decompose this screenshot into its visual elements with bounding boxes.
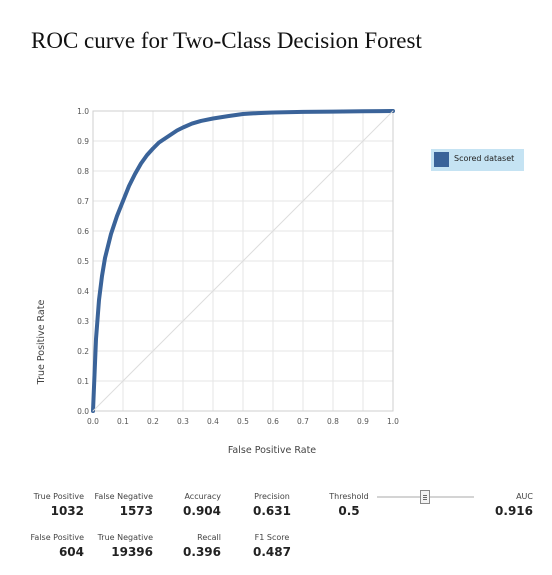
y-axis-title: True Positive Rate xyxy=(36,300,47,386)
metric-true-positive: True Positive 1032 xyxy=(34,492,84,518)
metric-precision: Precision 0.631 xyxy=(248,492,296,518)
metric-true-negative: True Negative 19396 xyxy=(98,533,153,559)
threshold-slider-thumb[interactable] xyxy=(420,490,430,504)
axis-ticks: 0.0 0.1 0.2 0.3 0.4 0.5 0.6 0.7 0.8 0.9 1.0 0.0 0.1 0… xyxy=(77,107,399,426)
metric-label: False Negative xyxy=(94,492,153,501)
y-tick-label: 0.9 xyxy=(77,137,89,146)
x-tick-label: 1.0 xyxy=(387,417,399,426)
metric-value: 0.904 xyxy=(183,504,221,518)
metric-value: 0.396 xyxy=(183,545,221,559)
metric-value: 0.916 xyxy=(495,504,533,518)
metric-label: AUC xyxy=(516,492,533,501)
metric-label: Accuracy xyxy=(184,492,221,501)
metric-value: 0.5 xyxy=(338,504,360,518)
metric-label: F1 Score xyxy=(254,533,290,542)
metric-label: False Positive xyxy=(30,533,84,542)
metric-label: Threshold xyxy=(329,492,369,501)
y-tick-label: 0.1 xyxy=(77,377,89,386)
metric-value: 604 xyxy=(58,545,84,559)
plot-area-border xyxy=(92,110,394,412)
x-axis-title: False Positive Rate xyxy=(228,445,316,456)
legend[interactable]: Scored dataset xyxy=(431,149,524,171)
x-tick-label: 0.9 xyxy=(357,417,369,426)
legend-swatch xyxy=(434,152,449,167)
chart-title: ROC curve for Two-Class Decision Forest xyxy=(31,28,422,53)
roc-curve-line xyxy=(91,109,395,413)
y-tick-label: 0.4 xyxy=(77,287,89,296)
y-tick-label: 0.6 xyxy=(77,227,89,236)
x-tick-label: 0.2 xyxy=(147,417,159,426)
slider-grip-line xyxy=(423,495,427,496)
series-layer xyxy=(91,109,395,413)
x-tick-label: 0.0 xyxy=(87,417,99,426)
x-tick-label: 0.4 xyxy=(207,417,219,426)
legend-label: Scored dataset xyxy=(454,154,515,163)
metric-threshold: Threshold 0.5 xyxy=(325,492,373,518)
metric-label: Recall xyxy=(197,533,221,542)
metric-value: 1573 xyxy=(119,504,153,518)
y-tick-label: 0.3 xyxy=(77,317,89,326)
y-tick-label: 0.7 xyxy=(77,197,89,206)
x-tick-label: 0.3 xyxy=(177,417,189,426)
diagonal-reference-line xyxy=(92,110,394,412)
roc-chart: 0.0 0.1 0.2 0.3 0.4 0.5 0.6 0.7 0.8 0.9 1.0 0.0 0.1 0… xyxy=(36,107,399,456)
metric-label: Precision xyxy=(254,492,290,501)
metric-value: 19396 xyxy=(111,545,153,559)
y-tick-label: 1.0 xyxy=(77,107,89,116)
x-tick-label: 0.6 xyxy=(267,417,279,426)
metric-label: True Positive xyxy=(33,492,84,501)
metric-value: 0.487 xyxy=(253,545,291,559)
metric-false-positive: False Positive 604 xyxy=(31,533,84,559)
slider-grip-line xyxy=(423,499,427,500)
x-tick-label: 0.5 xyxy=(237,417,249,426)
metric-label: True Negative xyxy=(97,533,153,542)
metric-value: 1032 xyxy=(50,504,84,518)
metric-auc: AUC 0.916 xyxy=(495,492,533,518)
x-tick-label: 0.8 xyxy=(327,417,339,426)
metric-recall: Recall 0.396 xyxy=(183,533,221,559)
x-tick-label: 0.7 xyxy=(297,417,309,426)
slider-grip-line xyxy=(423,497,427,498)
y-tick-label: 0.8 xyxy=(77,167,89,176)
metric-value: 0.631 xyxy=(253,504,291,518)
metric-accuracy: Accuracy 0.904 xyxy=(183,492,221,518)
metric-false-negative: False Negative 1573 xyxy=(94,492,153,518)
metric-f1-score: F1 Score 0.487 xyxy=(248,533,296,559)
x-tick-label: 0.1 xyxy=(117,417,129,426)
y-tick-label: 0.5 xyxy=(77,257,89,266)
y-tick-label: 0.0 xyxy=(77,407,89,416)
y-tick-label: 0.2 xyxy=(77,347,89,356)
